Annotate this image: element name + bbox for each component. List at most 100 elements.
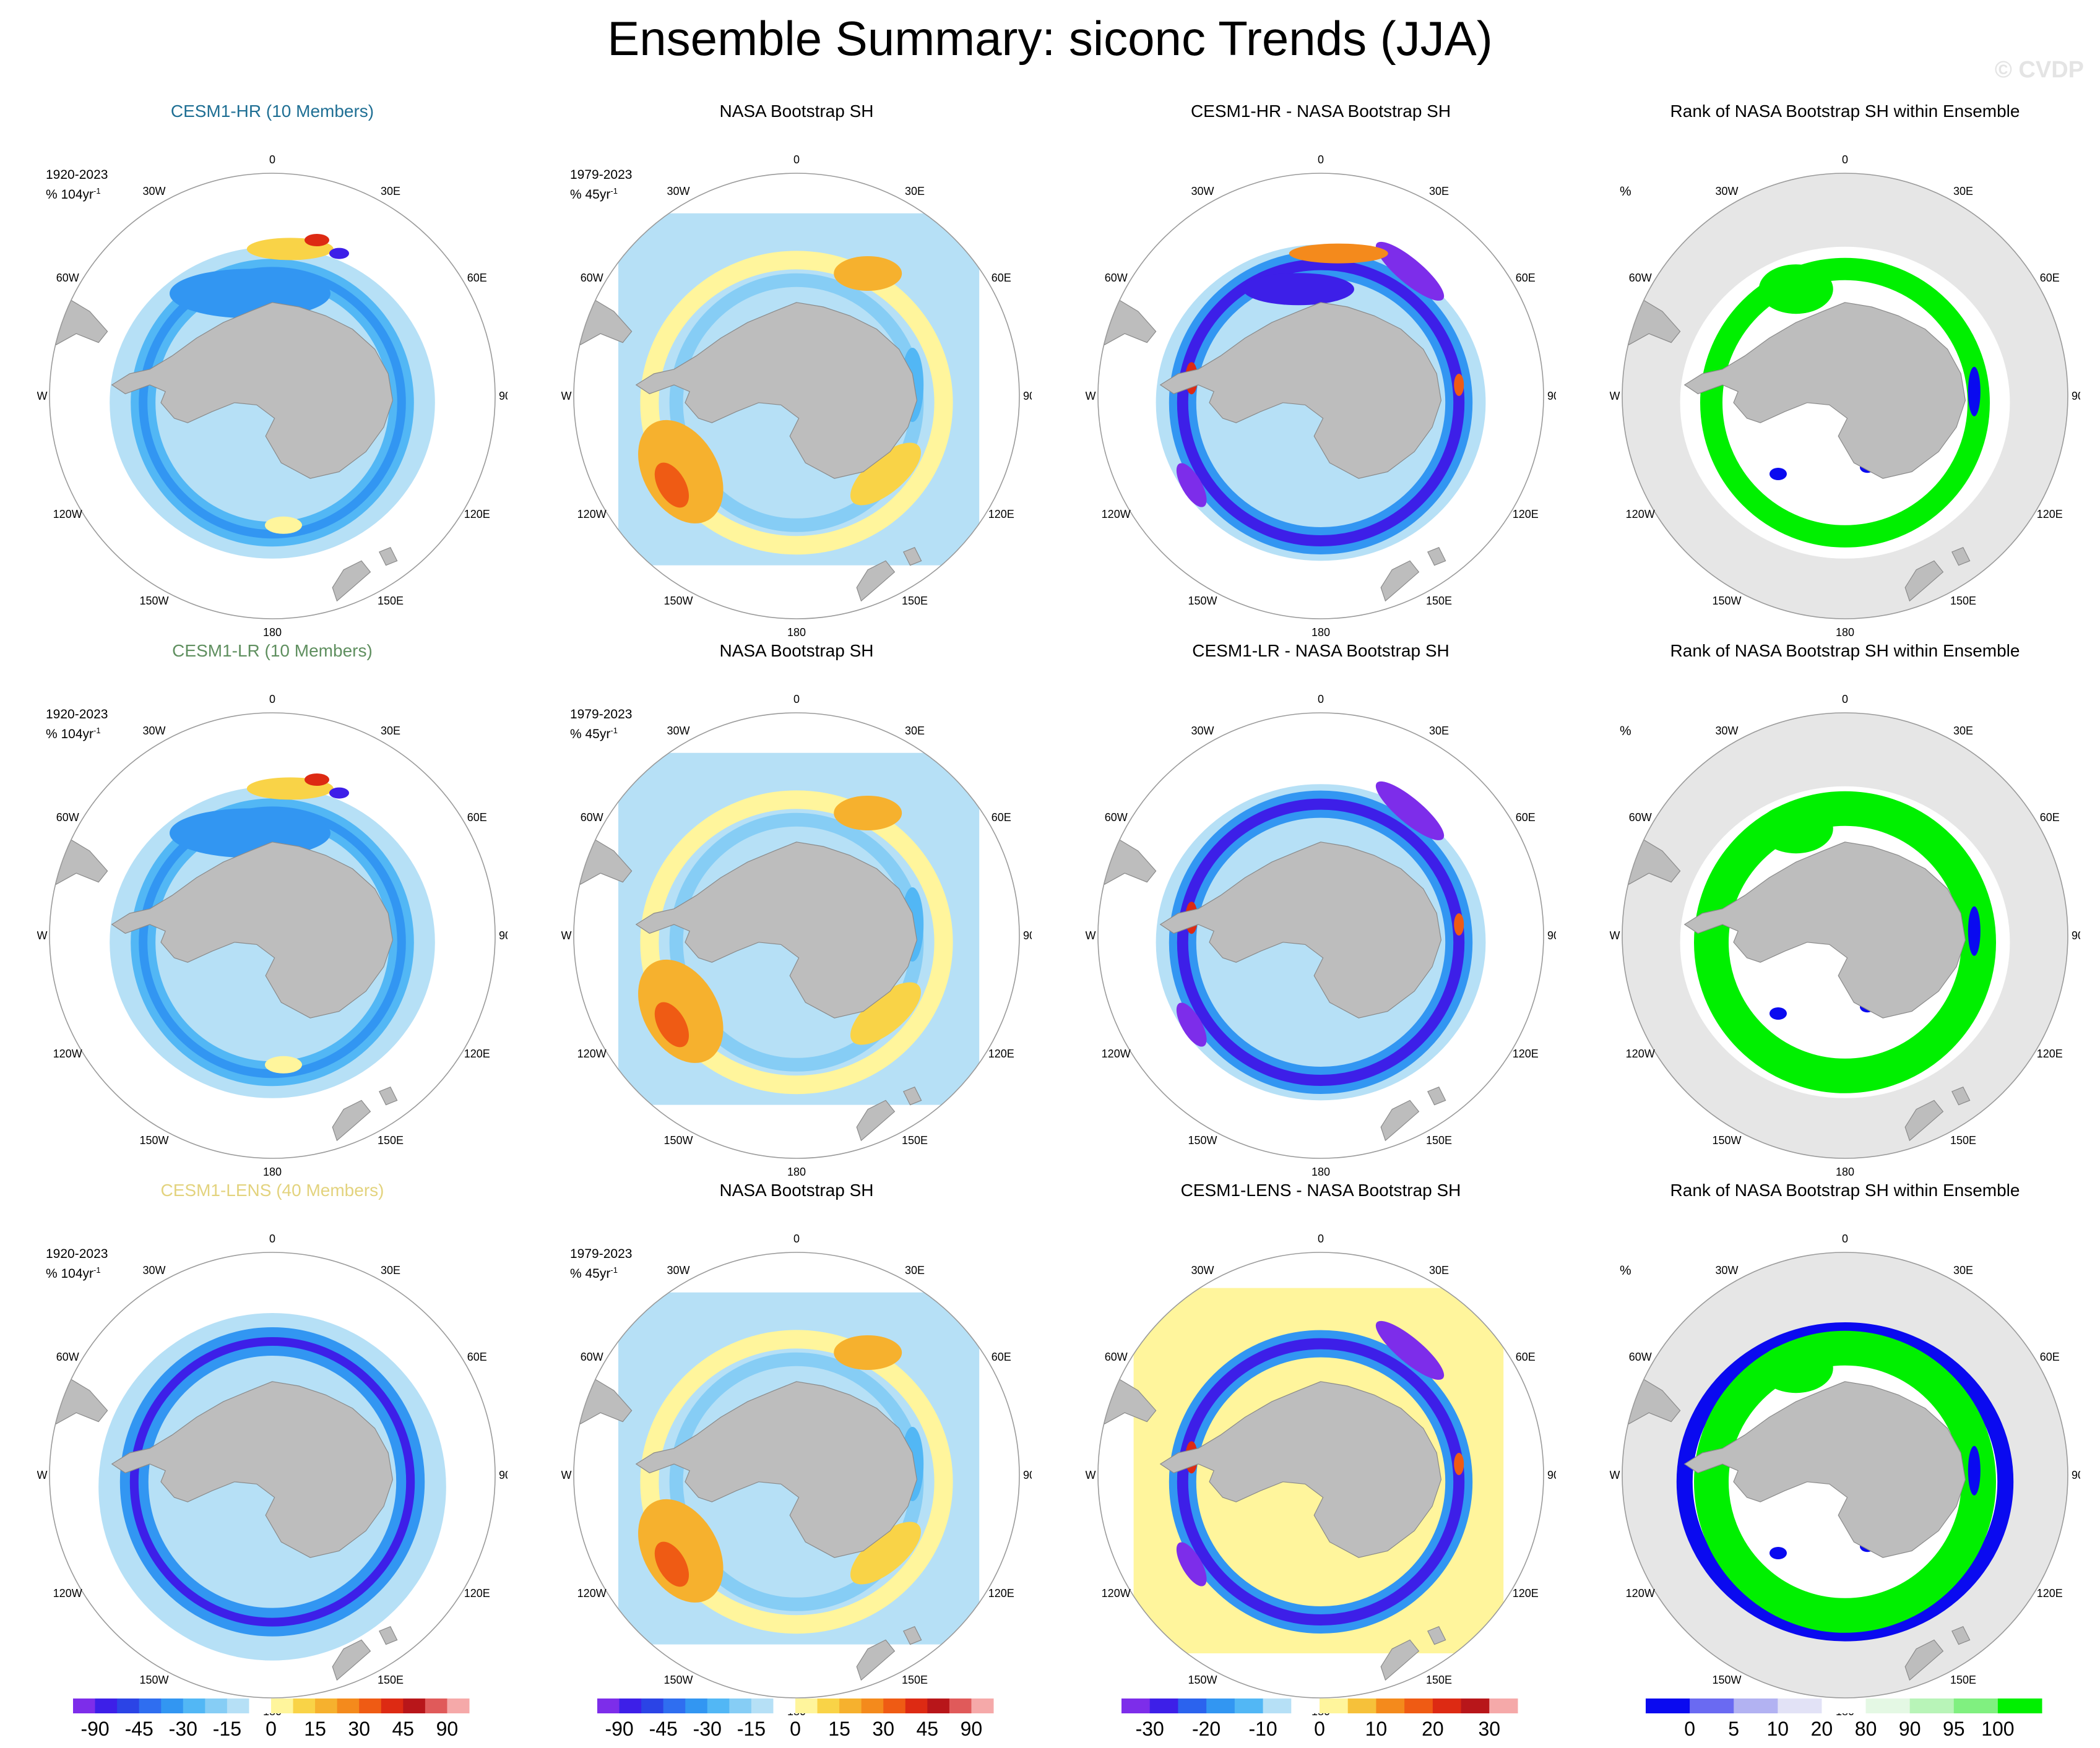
colorbar-swatch — [1234, 1698, 1264, 1713]
colorbar-tick-label: -30 — [693, 1718, 722, 1740]
longitude-label: 60W — [56, 272, 79, 284]
colorbar-tick-label: 0 — [1684, 1718, 1695, 1740]
map-boundary — [573, 712, 1020, 1159]
colorbar-tick-label: 95 — [1943, 1718, 1965, 1740]
diff-map: 0 30E 60E 90E 120E 150E 180 150W 120W 90W 60W 30W — [1073, 153, 1567, 639]
colorbar-swatch — [315, 1698, 338, 1713]
longitude-label: 120W — [53, 508, 82, 520]
colorbar-tick-label: 0 — [790, 1718, 801, 1740]
longitude-label: 60E — [2040, 272, 2060, 284]
colorbar-tick-label: 90 — [961, 1718, 983, 1740]
colorbar-tick-label: -15 — [213, 1718, 241, 1740]
longitude-label: 150W — [1712, 1674, 1741, 1686]
map-boundary — [1622, 173, 2068, 619]
colorbar-2: -90 -45 -30 -15 0 15 30 45 90 — [597, 1698, 994, 1740]
colorbar-tick-label: 30 — [872, 1718, 894, 1740]
longitude-label: 30E — [905, 185, 925, 197]
diff-panel-title: CESM1-LENS - NASA Bootstrap SH — [1180, 1181, 1461, 1200]
colorbar-tick-label: 80 — [1855, 1718, 1877, 1740]
longitude-label: 90W — [561, 929, 572, 942]
colorbar-tick-label: 10 — [1365, 1718, 1388, 1740]
colorbar-tick-label: 10 — [1767, 1718, 1789, 1740]
longitude-label: 60W — [581, 1351, 603, 1363]
nz-south-land — [1904, 1100, 1944, 1142]
colorbar-swatch — [95, 1698, 118, 1713]
colorbar-swatch — [73, 1698, 96, 1713]
longitude-label: 90E — [1547, 1469, 1556, 1481]
nz-south-land — [1380, 1639, 1420, 1681]
model-panel-title: CESM1-HR (10 Members) — [170, 101, 374, 121]
longitude-label: 150E — [378, 595, 404, 607]
longitude-label: 150W — [1188, 595, 1217, 607]
map-boundary — [1097, 173, 1544, 619]
diff-panel: 030E60E90E120E150E180150W120W90W60W30W — [1073, 1203, 1567, 1720]
colorbar-swatch — [773, 1698, 796, 1713]
nz-north-land — [902, 1626, 922, 1645]
nz-north-land — [1427, 547, 1446, 566]
colorbar-swatch — [1909, 1698, 1955, 1713]
longitude-label: 30E — [1429, 725, 1449, 737]
colorbar-swatch — [1432, 1698, 1462, 1713]
longitude-label: 0 — [1842, 1233, 1848, 1245]
antarctica-land — [1683, 842, 1966, 1018]
map-boundary — [49, 173, 496, 619]
south-america-land — [1098, 837, 1157, 885]
longitude-label: 150E — [902, 1134, 928, 1147]
colorbar-swatch — [1821, 1698, 1867, 1713]
colorbar-swatch — [751, 1698, 774, 1713]
longitude-label: 30W — [1191, 725, 1214, 737]
model-panel-title: CESM1-LENS (40 Members) — [160, 1181, 384, 1200]
antarctica-land — [635, 842, 918, 1018]
longitude-label: 90E — [499, 1469, 508, 1481]
colorbar-swatch — [1320, 1698, 1349, 1713]
longitude-label: 90E — [2072, 1469, 2080, 1481]
colorbar-swatch — [971, 1698, 994, 1713]
rank-units-label: % — [1620, 724, 1631, 738]
antarctica-land — [635, 1381, 918, 1558]
longitude-label: 30W — [1191, 185, 1214, 197]
longitude-label: 30W — [142, 725, 165, 737]
nz-south-land — [332, 1639, 371, 1681]
colorbar-swatch — [1997, 1698, 2042, 1713]
longitude-label: 30E — [905, 1264, 925, 1277]
colorbar-swatch — [685, 1698, 708, 1713]
longitude-label: 180 — [263, 1166, 282, 1177]
obs-map: 0 30E 60E 90E 120E 150E 180 150W 120W 90W 60W 30W — [548, 153, 1043, 639]
nz-south-land — [856, 1100, 896, 1142]
colorbar-tick-label: -20 — [1192, 1718, 1221, 1740]
longitude-label: 150E — [378, 1134, 404, 1147]
colorbar-swatch — [817, 1698, 840, 1713]
longitude-label: 90W — [1610, 1469, 1620, 1481]
longitude-label: 90E — [1547, 390, 1556, 402]
colorbar-swatch — [707, 1698, 730, 1713]
longitude-label: 60E — [467, 811, 487, 824]
longitude-label: 150W — [1188, 1134, 1217, 1147]
colorbar-swatch — [839, 1698, 862, 1713]
longitude-label: 150W — [139, 595, 168, 607]
longitude-label: 180 — [787, 626, 806, 637]
longitude-label: 60W — [581, 811, 603, 824]
colorbar-swatch — [949, 1698, 972, 1713]
colorbar-swatch — [425, 1698, 447, 1713]
antarctica-land — [1159, 302, 1442, 479]
obs-panel-title: NASA Bootstrap SH — [719, 641, 874, 660]
colorbar-3: -30 -20 -10 0 10 20 30 — [1121, 1698, 1518, 1740]
map-boundary — [1622, 1252, 2068, 1698]
diff-panel: 030E60E90E120E150E180150W120W90W60W30W — [1073, 124, 1567, 640]
colorbar-tick-label: -45 — [125, 1718, 153, 1740]
longitude-label: 120W — [577, 1048, 607, 1060]
longitude-label: 120E — [1513, 1587, 1539, 1599]
colorbar-swatch — [1376, 1698, 1405, 1713]
longitude-label: 90W — [1086, 929, 1096, 942]
longitude-label: 30W — [667, 1264, 689, 1277]
colorbar-tick-label: 45 — [392, 1718, 415, 1740]
longitude-label: 180 — [1311, 626, 1330, 637]
colorbar-swatch — [1865, 1698, 1911, 1713]
rank-panel: 0 30E 60E 90E 120E 150E 180 150W 120W 90W 60W 30W — [1597, 124, 2091, 640]
longitude-label: 90W — [561, 1469, 572, 1481]
longitude-label: 90W — [1086, 1469, 1096, 1481]
longitude-label: 30W — [142, 185, 165, 197]
longitude-label: 120W — [577, 508, 607, 520]
colorbar-swatch — [205, 1698, 228, 1713]
longitude-label: 150E — [1950, 595, 1976, 607]
